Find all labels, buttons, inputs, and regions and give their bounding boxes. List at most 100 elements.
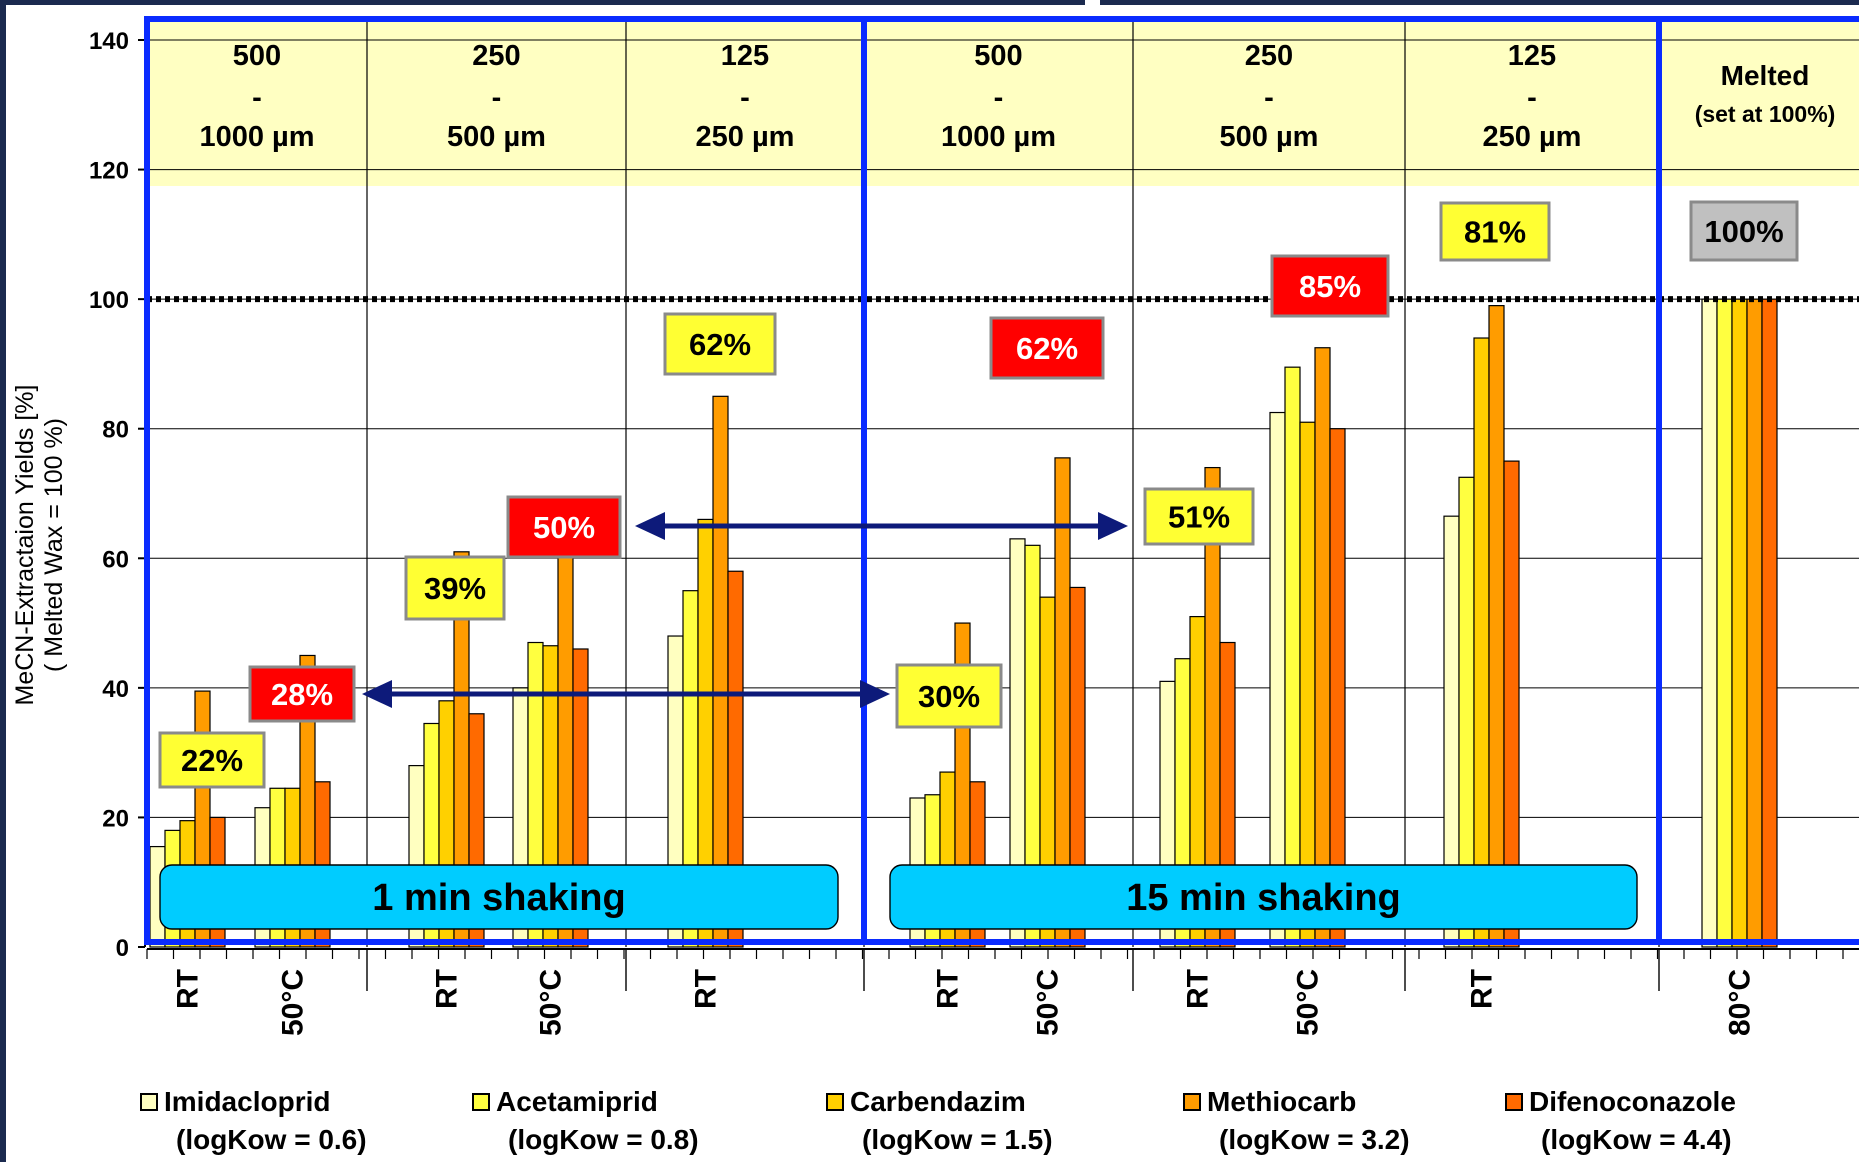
legend-series-name: Imidacloprid — [164, 1086, 331, 1117]
legend-logkow: (logKow = 0.8) — [508, 1124, 699, 1155]
arrow-head — [635, 512, 665, 540]
size-fraction-label: - — [740, 82, 750, 114]
annotation-box — [506, 495, 622, 559]
x-category-label: 50°C — [1032, 969, 1065, 1036]
annotation-label: 62% — [1016, 331, 1078, 366]
shaking-label: 15 min shaking — [1126, 877, 1401, 919]
legend-swatch — [472, 1093, 490, 1111]
size-fraction-label: (set at 100%) — [1695, 101, 1836, 127]
annotation-label: 28% — [271, 677, 333, 712]
size-fraction-label: - — [1264, 82, 1274, 114]
legend-series-name: Difenoconazole — [1529, 1086, 1736, 1117]
annotation-label: 30% — [918, 679, 980, 714]
annotation-box — [895, 663, 1003, 729]
size-fraction-label: 250 — [1245, 40, 1293, 72]
x-category-label: 50°C — [277, 969, 310, 1036]
bar-imidacloprid — [1701, 298, 1718, 948]
size-fraction-label: 250 µm — [1483, 121, 1582, 153]
size-fraction-label: 1000 µm — [199, 121, 314, 153]
bar-acetamiprid — [1284, 366, 1301, 948]
bar-methiocarb — [1746, 298, 1763, 948]
legend-logkow: (logKow = 4.4) — [1541, 1124, 1732, 1155]
annotation-box — [663, 312, 777, 376]
size-fraction-label: 500 — [974, 40, 1022, 72]
legend-swatch — [1505, 1093, 1523, 1111]
bar-carbendazim — [1731, 298, 1748, 948]
x-category-label: RT — [431, 969, 464, 1009]
size-fraction-label: 1000 µm — [941, 121, 1056, 153]
x-category-label: RT — [690, 969, 723, 1009]
bar-methiocarb — [1314, 347, 1331, 948]
y-tick-label: 60 — [102, 546, 129, 573]
bar-difenoconazole — [1329, 428, 1346, 948]
x-category-label: 50°C — [535, 969, 568, 1036]
left-decoration-bar — [0, 0, 6, 1162]
bar-carbendazim — [1473, 337, 1490, 948]
arrow-head — [1098, 512, 1128, 540]
y-tick-label: 20 — [102, 805, 129, 832]
x-category-label: 50°C — [1292, 969, 1325, 1036]
y-axis-subtitle: ( Melted Wax = 100 %) — [40, 417, 68, 673]
bar-difenoconazole — [1503, 460, 1520, 948]
annotation-box — [1143, 487, 1255, 546]
annotation-label: 39% — [424, 571, 486, 606]
legend-swatch — [140, 1093, 158, 1111]
size-fraction-label: - — [252, 82, 262, 114]
size-fraction-label: 500 — [233, 40, 281, 72]
y-tick-label: 140 — [89, 28, 129, 55]
top-decoration-bar — [0, 0, 1859, 10]
bar-difenoconazole — [727, 570, 744, 948]
annotation-label: 22% — [181, 743, 243, 778]
annotation-box — [248, 665, 356, 723]
annotation-label: 100% — [1704, 214, 1783, 249]
annotation-label: 50% — [533, 510, 595, 545]
legend-series-name: Methiocarb — [1207, 1086, 1357, 1117]
x-category-label: RT — [932, 969, 965, 1009]
arrow-head — [860, 680, 890, 708]
bar-methiocarb — [1488, 305, 1505, 948]
legend-logkow: (logKow = 0.6) — [176, 1124, 367, 1155]
shaking-label: 1 min shaking — [372, 877, 625, 919]
shaking-label-box — [889, 864, 1638, 930]
x-category-label: 80°C — [1724, 969, 1757, 1036]
x-category-label: RT — [172, 969, 205, 1009]
annotation-box — [1439, 201, 1551, 262]
annotation-box — [1270, 254, 1390, 318]
annotation-box — [158, 731, 266, 789]
y-axis-title: MeCN-Extractaion Yields [%] — [11, 384, 39, 706]
size-fraction-label: 125 — [1508, 40, 1556, 72]
y-tick-label: 80 — [102, 417, 129, 444]
legend-logkow: (logKow = 3.2) — [1219, 1124, 1410, 1155]
size-fraction-label: - — [492, 82, 502, 114]
y-tick-label: 120 — [89, 158, 129, 185]
bar-difenoconazole — [1069, 586, 1086, 948]
size-fraction-label: 125 — [721, 40, 769, 72]
annotation-label: 51% — [1168, 500, 1230, 535]
annotation-box — [404, 555, 506, 621]
legend-series-name: Acetamiprid — [496, 1086, 658, 1117]
bar-difenoconazole — [1761, 298, 1778, 948]
x-category-label: RT — [1466, 969, 1499, 1009]
annotation-label: 62% — [689, 327, 751, 362]
legend-logkow: (logKow = 1.5) — [862, 1124, 1053, 1155]
size-fraction-label: 250 µm — [696, 121, 795, 153]
annotation-box — [1689, 200, 1799, 262]
size-fraction-label: Melted — [1721, 60, 1810, 91]
shaking-label-box — [159, 864, 839, 930]
chart-legend: Imidacloprid (logKow = 0.6) Acetamiprid (lo… — [140, 1085, 1859, 1162]
y-tick-label: 0 — [116, 935, 129, 962]
legend-swatch — [826, 1093, 844, 1111]
legend-swatch — [1183, 1093, 1201, 1111]
size-fraction-label: 500 µm — [1220, 121, 1319, 153]
size-fraction-label: 250 — [472, 40, 520, 72]
annotation-box — [989, 316, 1105, 380]
size-fraction-label: 500 µm — [447, 121, 546, 153]
y-tick-label: 100 — [89, 287, 129, 314]
annotation-label: 81% — [1464, 215, 1526, 250]
bar-acetamiprid — [1716, 298, 1733, 948]
legend-series-name: Carbendazim — [850, 1086, 1026, 1117]
size-fraction-label: - — [994, 82, 1004, 114]
arrow-head — [362, 680, 392, 708]
y-tick-label: 40 — [102, 676, 129, 703]
